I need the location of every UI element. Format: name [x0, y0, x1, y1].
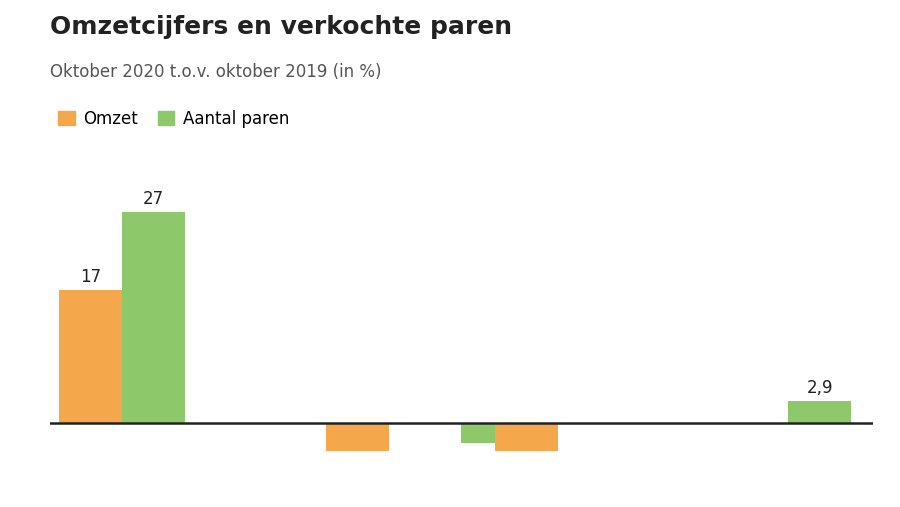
- Text: 2,9: 2,9: [806, 379, 833, 396]
- Text: 27: 27: [143, 190, 164, 208]
- Legend: Omzet, Aantal paren: Omzet, Aantal paren: [58, 110, 289, 128]
- Bar: [495, 423, 558, 451]
- Bar: [59, 290, 122, 423]
- Text: Omzetcijfers en verkochte paren: Omzetcijfers en verkochte paren: [50, 15, 511, 39]
- Bar: [122, 211, 185, 423]
- Bar: [326, 423, 389, 451]
- Bar: [788, 401, 851, 423]
- Bar: [461, 423, 524, 443]
- Text: Oktober 2020 t.o.v. oktober 2019 (in %): Oktober 2020 t.o.v. oktober 2019 (in %): [50, 63, 381, 82]
- Text: 17: 17: [80, 268, 101, 286]
